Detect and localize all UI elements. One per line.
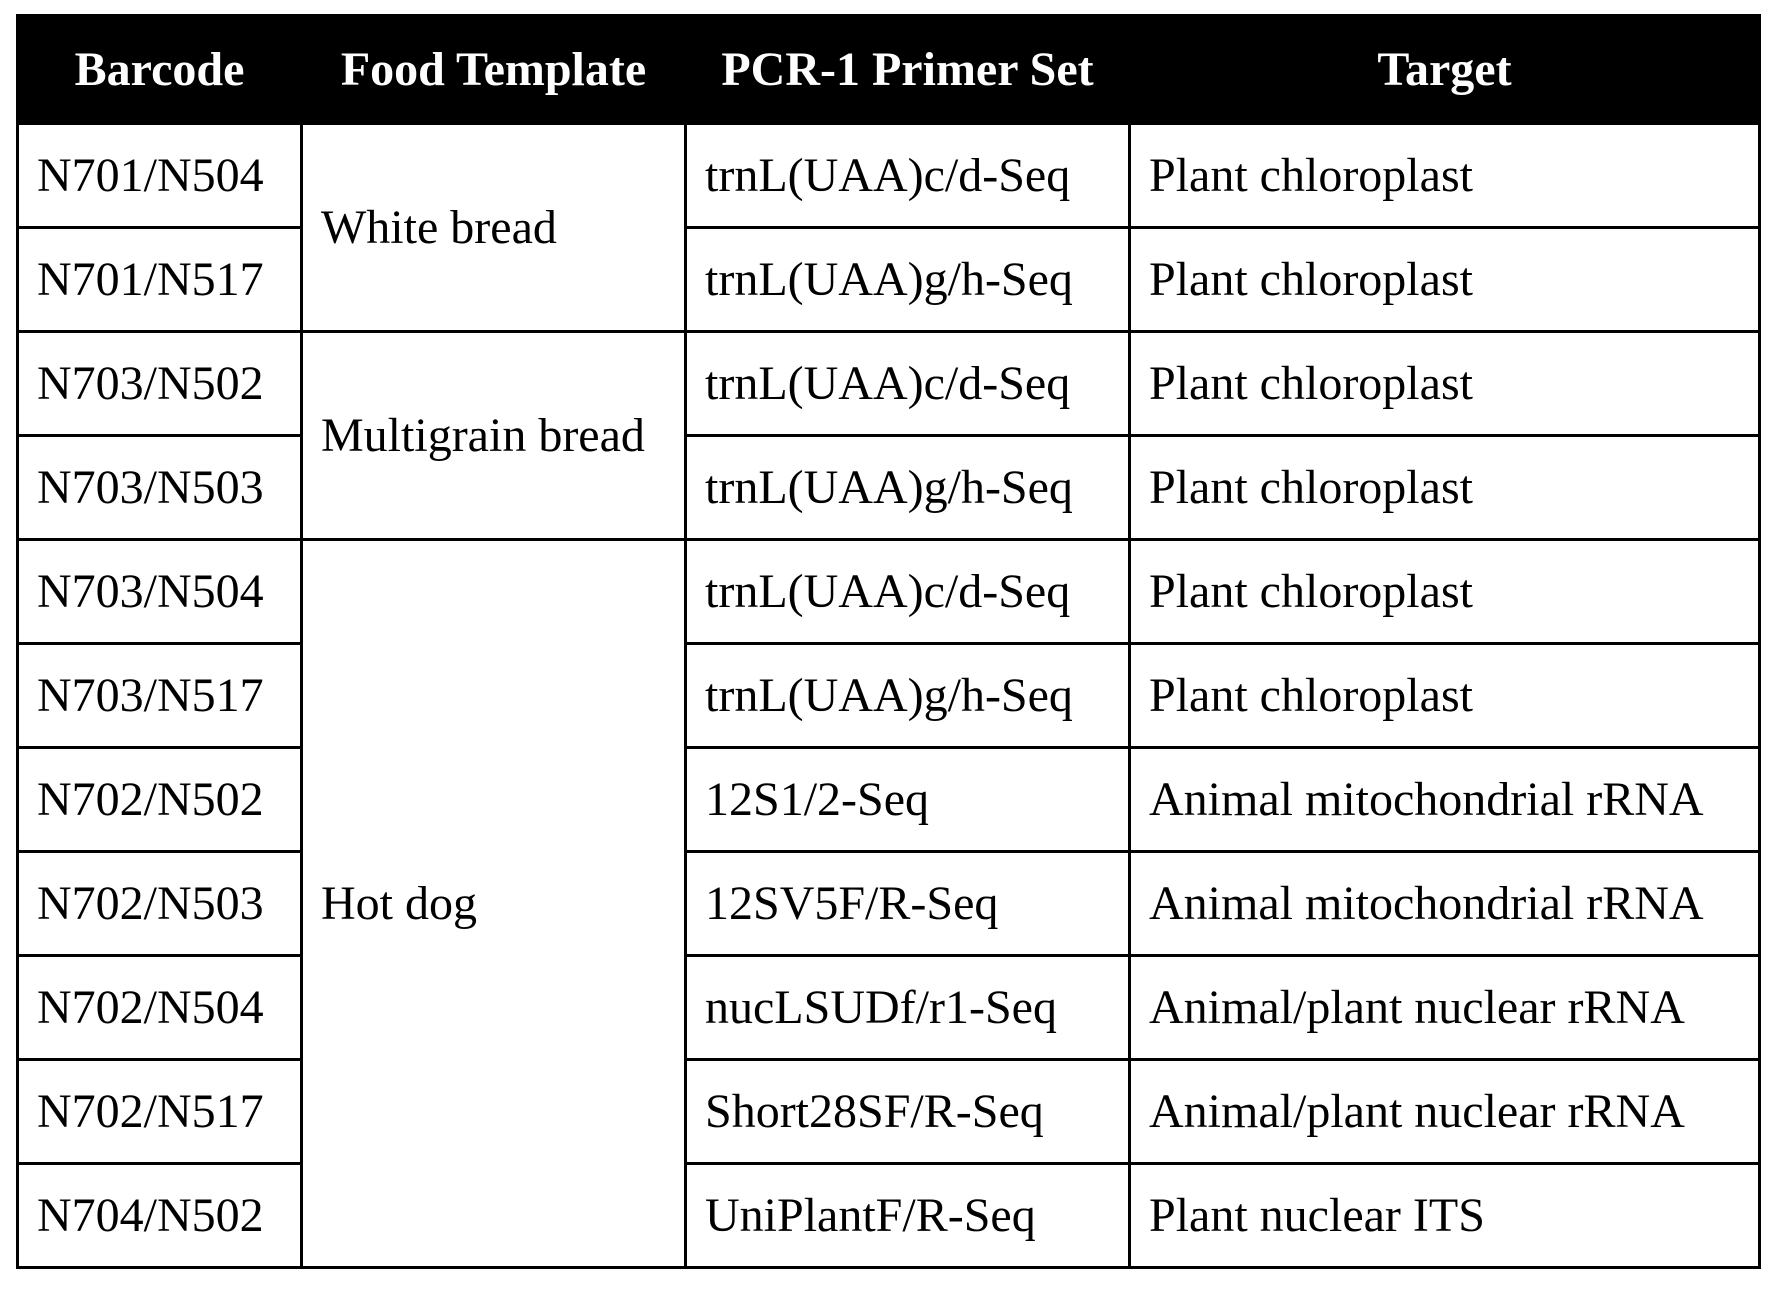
header-barcode: Barcode	[16, 14, 303, 125]
target-cell: Plant chloroplast	[1128, 642, 1761, 749]
table-row: N703/N504 Hot dog trnL(UAA)c/d-Seq Plant…	[16, 538, 1761, 1269]
table-row: N704/N502 UniPlantF/R-Seq Plant nuclear …	[16, 1162, 1761, 1269]
primer-set-cell: trnL(UAA)g/h-Seq	[684, 434, 1131, 541]
table-row: N702/N503 12SV5F/R-Seq Animal mitochondr…	[16, 850, 1761, 957]
target-cell: Plant chloroplast	[1128, 226, 1761, 333]
primer-set-cell: trnL(UAA)g/h-Seq	[684, 642, 1131, 749]
table-row: N701/N504 White bread trnL(UAA)c/d-Seq P…	[16, 122, 1761, 333]
food-template-cell: White bread	[300, 122, 687, 333]
table-row: N703/N517 trnL(UAA)g/h-Seq Plant chlorop…	[16, 642, 1761, 749]
primer-set-cell: Short28SF/R-Seq	[684, 1058, 1131, 1165]
target-cell: Animal mitochondrial rRNA	[1128, 850, 1761, 957]
barcode-cell: N701/N517	[16, 226, 303, 333]
header-row: Barcode Food Template PCR-1 Primer Set T…	[16, 14, 1761, 125]
table-row: N702/N502 12S1/2-Seq Animal mitochondria…	[16, 746, 1761, 853]
primer-set-cell: nucLSUDf/r1-Seq	[684, 954, 1131, 1061]
primer-set-cell: UniPlantF/R-Seq	[684, 1162, 1131, 1269]
barcode-cell: N702/N517	[16, 1058, 303, 1165]
target-cell: Plant chloroplast	[1128, 122, 1761, 229]
table-header: Barcode Food Template PCR-1 Primer Set T…	[16, 14, 1761, 125]
barcode-cell: N702/N504	[16, 954, 303, 1061]
barcode-cell: N703/N502	[16, 330, 303, 437]
header-food-template: Food Template	[300, 14, 687, 125]
barcode-cell: N703/N503	[16, 434, 303, 541]
primer-set-cell: trnL(UAA)c/d-Seq	[684, 330, 1131, 437]
target-cell: Plant nuclear ITS	[1128, 1162, 1761, 1269]
table-row: N702/N517 Short28SF/R-Seq Animal/plant n…	[16, 1058, 1761, 1165]
barcode-cell: N703/N517	[16, 642, 303, 749]
barcode-cell: N702/N502	[16, 746, 303, 853]
primer-set-cell: 12SV5F/R-Seq	[684, 850, 1131, 957]
target-cell: Plant chloroplast	[1128, 330, 1761, 437]
food-template-cell: Multigrain bread	[300, 330, 687, 541]
header-primer-set: PCR-1 Primer Set	[684, 14, 1131, 125]
table-row: N703/N503 trnL(UAA)g/h-Seq Plant chlorop…	[16, 434, 1761, 541]
food-template-cell: Hot dog	[300, 538, 687, 1269]
target-cell: Animal/plant nuclear rRNA	[1128, 1058, 1761, 1165]
primer-set-cell: 12S1/2-Seq	[684, 746, 1131, 853]
barcode-cell: N702/N503	[16, 850, 303, 957]
barcode-cell: N703/N504	[16, 538, 303, 645]
target-cell: Plant chloroplast	[1128, 538, 1761, 645]
barcode-table: Barcode Food Template PCR-1 Primer Set T…	[16, 14, 1761, 1269]
target-cell: Animal mitochondrial rRNA	[1128, 746, 1761, 853]
target-cell: Plant chloroplast	[1128, 434, 1761, 541]
table-body: N701/N504 White bread trnL(UAA)c/d-Seq P…	[16, 122, 1761, 1269]
table-row: N703/N502 Multigrain bread trnL(UAA)c/d-…	[16, 330, 1761, 541]
primer-set-cell: trnL(UAA)g/h-Seq	[684, 226, 1131, 333]
primer-set-cell: trnL(UAA)c/d-Seq	[684, 122, 1131, 229]
table-row: N701/N517 trnL(UAA)g/h-Seq Plant chlorop…	[16, 226, 1761, 333]
barcode-cell: N701/N504	[16, 122, 303, 229]
target-cell: Animal/plant nuclear rRNA	[1128, 954, 1761, 1061]
primer-set-cell: trnL(UAA)c/d-Seq	[684, 538, 1131, 645]
barcode-cell: N704/N502	[16, 1162, 303, 1269]
header-target: Target	[1128, 14, 1761, 125]
table-row: N702/N504 nucLSUDf/r1-Seq Animal/plant n…	[16, 954, 1761, 1061]
